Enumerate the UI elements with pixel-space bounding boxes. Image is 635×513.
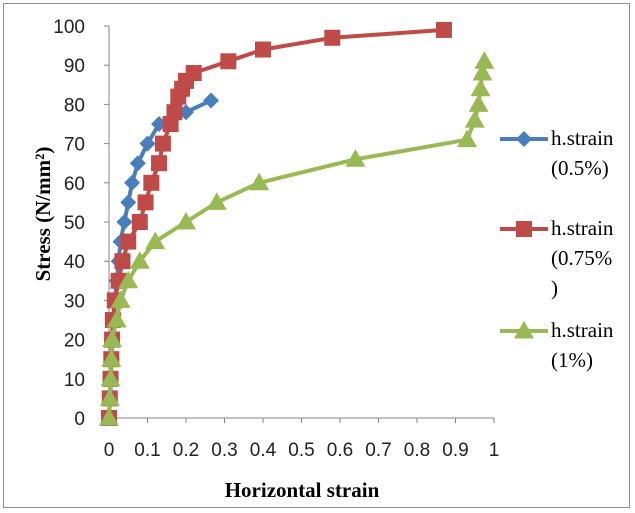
data-point [206,192,227,210]
x-tick-label: 0.9 [442,440,468,461]
data-point [101,349,122,367]
data-point [176,212,196,230]
x-axis-title: Horizontal strain [225,478,380,502]
data-point [120,233,137,250]
y-tick-label: 0 [74,409,85,430]
legend-marker [514,321,534,339]
data-point [185,65,202,82]
x-tick-label: 0.3 [211,440,237,461]
data-point [324,29,341,46]
data-point [154,135,171,152]
y-tick-label: 10 [64,370,85,391]
data-point [100,368,121,387]
data-point [166,104,183,121]
data-point [203,92,220,109]
y-tick-label: 30 [64,291,85,312]
legend-label: (1%) [551,348,593,372]
legend-label: h.strain [551,216,614,240]
legend-entry-3: h.strain (1%) [500,318,614,372]
x-tick-label: 0.1 [134,440,160,461]
data-point [435,21,452,38]
x-tick-label: 0.5 [288,440,314,461]
data-point [102,329,123,348]
y-tick-label: 20 [64,331,85,352]
y-tick-label: 70 [64,135,85,156]
data-point [99,388,120,406]
x-tick-label: 0.4 [250,440,277,461]
x-tick-label: 1 [489,440,500,461]
y-tick-label: 50 [64,213,85,234]
data-point [118,270,139,289]
series-line [107,27,445,419]
data-point [249,172,270,191]
data-point [124,174,141,191]
data-point [255,41,271,58]
data-point [120,194,137,211]
data-point [220,53,237,70]
y-tick-label: 90 [64,56,85,77]
legend-label: ) [551,276,558,300]
data-point [110,290,131,308]
data-point [345,149,366,167]
data-point [474,51,495,69]
data-point [151,155,168,172]
data-point [139,135,156,152]
legend-entry-1: h.strain (0.5%) [500,126,614,180]
x-tick-label: 0.7 [365,440,391,461]
series-3 [99,51,495,426]
y-tick-label: 60 [64,174,85,195]
data-point [131,214,148,230]
y-axis-title: Stress (N/mm²) [31,147,55,282]
legend-entry-2: h.strain (0.75%) [500,216,614,300]
x-tick-label: 0 [104,440,115,461]
legend-marker [516,131,532,147]
data-point [116,214,133,230]
legend: h.strain (0.5%) h.strain (0.75%) h.strain (1%… [500,126,614,372]
data-point [468,94,489,112]
legend-label: h.strain [551,318,614,342]
data-point [114,253,131,270]
data-point [106,310,127,328]
legend-label: (0.5%) [551,156,609,180]
data-point [470,78,491,97]
data-point [145,231,166,250]
data-point [129,251,150,269]
x-tick-label: 0.6 [327,440,353,461]
data-point [143,174,160,191]
x-tick-label: 0.2 [173,440,199,461]
series-line [107,60,487,419]
legend-label: (0.75% [551,246,612,270]
data-point [472,63,493,81]
data-point [464,110,485,128]
series-layer [99,21,495,426]
data-point [99,408,119,426]
y-tick-label: 40 [64,252,85,273]
data-point [137,194,154,211]
x-tick-label: 0.8 [404,440,430,461]
data-point [457,129,478,148]
data-point [129,155,146,172]
legend-label: h.strain [551,126,614,150]
y-tick-label: 100 [53,17,85,38]
series-2 [101,21,452,426]
legend-marker [516,221,532,237]
y-tick-label: 80 [64,95,85,116]
